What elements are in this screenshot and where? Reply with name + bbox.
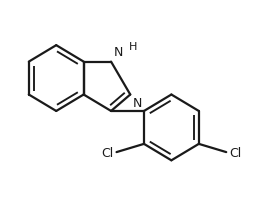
Text: H: H <box>129 42 138 52</box>
Text: N: N <box>133 97 142 110</box>
Text: N: N <box>114 46 123 59</box>
Text: Cl: Cl <box>229 147 241 160</box>
Text: Cl: Cl <box>102 147 114 160</box>
